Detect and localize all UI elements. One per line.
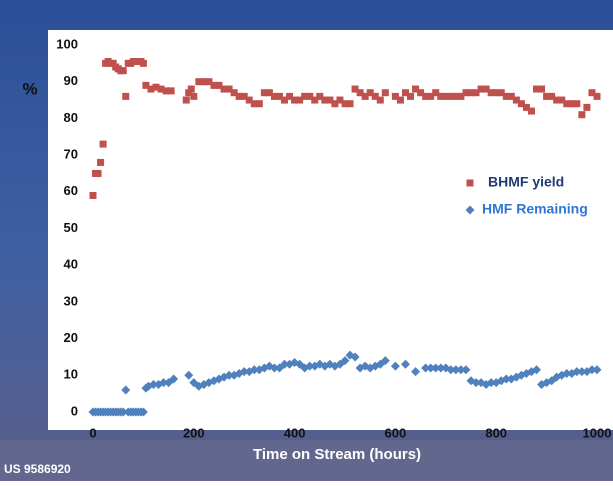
- x-axis-label: Time on Stream (hours): [253, 446, 421, 463]
- y-tick-label: 70: [64, 147, 78, 162]
- marker: [122, 93, 129, 100]
- marker: [183, 97, 190, 104]
- page: % Time on Stream (hours) US 9586920 0 10 2…: [0, 0, 613, 481]
- marker: [347, 100, 354, 107]
- marker: [382, 89, 389, 96]
- y-tick-label: 40: [64, 257, 78, 272]
- footnote: US 9586920: [4, 462, 71, 476]
- y-tick-label: 20: [64, 330, 78, 345]
- marker: [407, 93, 414, 100]
- marker: [256, 100, 263, 107]
- legend-label: HMF Remaining: [482, 201, 588, 217]
- marker: [467, 180, 474, 187]
- legend-label: BHMF yield: [488, 174, 564, 190]
- y-tick-label: 30: [64, 293, 78, 308]
- marker: [528, 108, 535, 115]
- chart: % Time on Stream (hours) US 9586920 0 10 2…: [0, 0, 613, 481]
- x-tick-label: 200: [183, 425, 205, 440]
- x-tick-label: 0: [89, 425, 96, 440]
- marker: [397, 97, 404, 104]
- marker: [188, 86, 195, 93]
- marker: [573, 100, 580, 107]
- marker: [90, 192, 97, 199]
- y-axis-label: %: [22, 79, 37, 98]
- marker: [97, 159, 104, 166]
- x-tick-label: 400: [284, 425, 306, 440]
- x-tick-label: 600: [385, 425, 407, 440]
- y-tick-label: 10: [64, 367, 78, 382]
- marker: [168, 87, 175, 94]
- x-tick-label: 1000: [583, 425, 612, 440]
- y-tick-label: 60: [64, 183, 78, 198]
- y-tick-label: 100: [56, 36, 78, 51]
- marker: [594, 93, 601, 100]
- marker: [190, 93, 197, 100]
- x-tick-label: 800: [485, 425, 507, 440]
- y-tick-label: 0: [71, 403, 78, 418]
- marker: [140, 60, 147, 67]
- marker: [578, 111, 585, 118]
- marker: [120, 67, 127, 74]
- marker: [100, 141, 107, 148]
- plot-area: [48, 30, 613, 430]
- marker: [538, 86, 545, 93]
- y-tick-label: 90: [64, 73, 78, 88]
- marker: [583, 104, 590, 111]
- y-tick-label: 80: [64, 110, 78, 125]
- marker: [377, 97, 384, 104]
- y-tick-label: 50: [64, 220, 78, 235]
- marker: [95, 170, 102, 177]
